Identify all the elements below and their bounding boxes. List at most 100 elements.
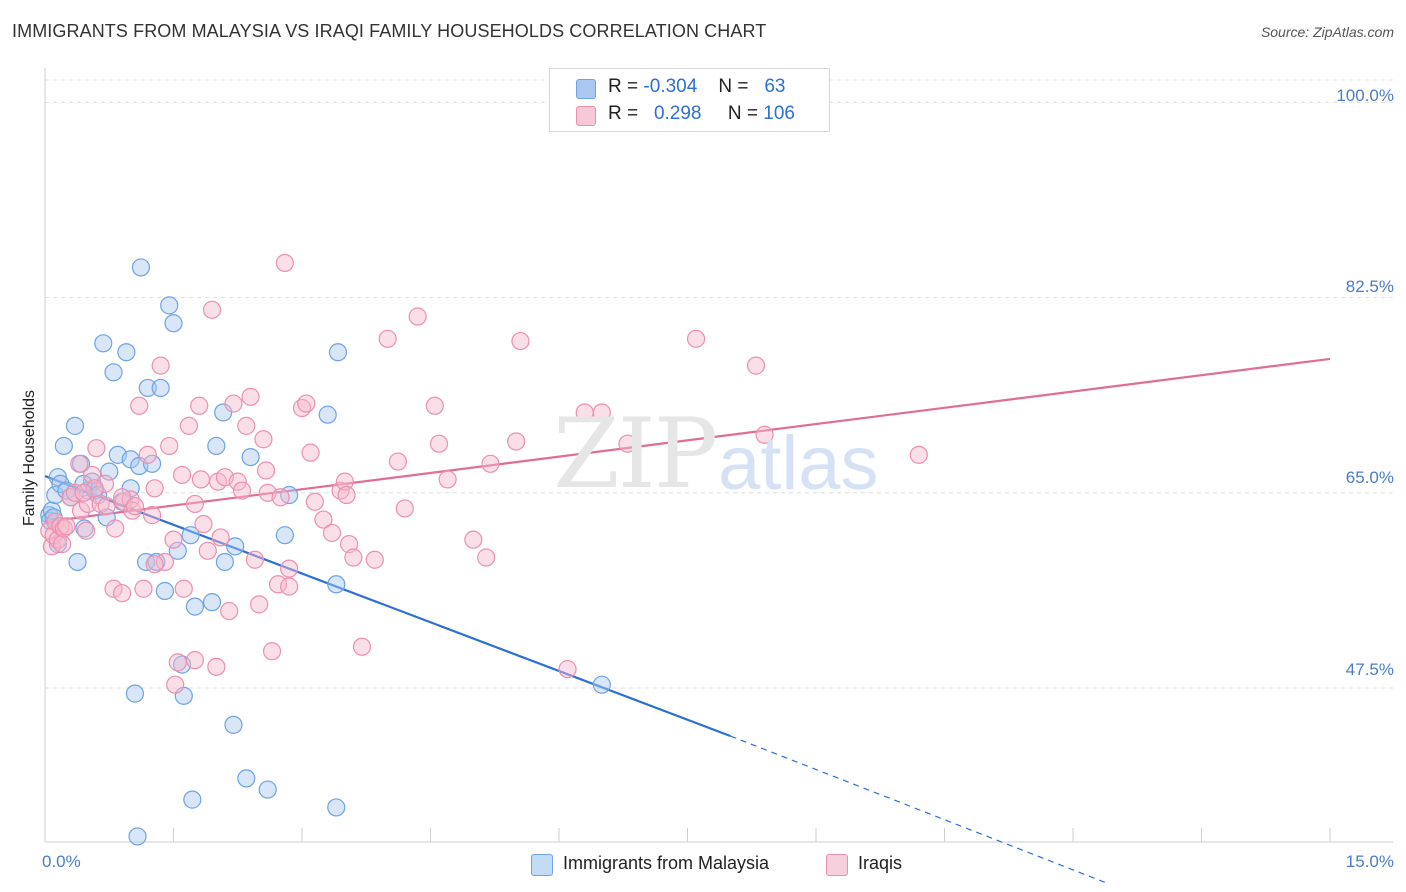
y-tick-label: 100.0% bbox=[1336, 86, 1394, 105]
x-tick-label: 15.0% bbox=[1345, 852, 1394, 871]
data-point bbox=[558, 659, 577, 679]
data-point bbox=[85, 479, 104, 498]
y-tick-label: 47.5% bbox=[1345, 660, 1394, 679]
data-point bbox=[46, 485, 65, 505]
legend-n-label: N = bbox=[718, 76, 749, 97]
data-point bbox=[481, 454, 500, 473]
data-point bbox=[746, 356, 766, 375]
data-point bbox=[280, 577, 299, 596]
data-point bbox=[395, 499, 414, 518]
data-point bbox=[592, 675, 611, 694]
data-point bbox=[42, 501, 61, 520]
data-point bbox=[215, 552, 234, 572]
data-point bbox=[71, 501, 91, 520]
data-point bbox=[207, 436, 226, 456]
data-point bbox=[74, 483, 93, 502]
data-point bbox=[164, 530, 183, 549]
data-point bbox=[112, 488, 132, 507]
data-point bbox=[112, 584, 132, 603]
data-point bbox=[335, 472, 354, 491]
bottom-legend-label: Iraqis bbox=[858, 853, 903, 873]
stats-legend: R = -0.304 N = 63 R = 0.298 N = 106 bbox=[549, 68, 830, 132]
legend-r-value: 0.298 bbox=[653, 103, 702, 124]
data-point bbox=[271, 488, 290, 507]
data-point bbox=[87, 439, 106, 458]
legend-n-value: 106 bbox=[763, 103, 795, 124]
grid-lines bbox=[45, 79, 1393, 689]
data-point bbox=[125, 684, 145, 703]
data-point bbox=[228, 472, 247, 491]
data-point bbox=[181, 526, 200, 545]
legend-r-value: -0.304 bbox=[643, 76, 698, 97]
data-point bbox=[327, 575, 346, 594]
data-point bbox=[220, 601, 239, 621]
data-point bbox=[54, 519, 73, 538]
data-point bbox=[198, 541, 217, 560]
data-point bbox=[365, 550, 384, 569]
data-point bbox=[275, 253, 294, 273]
bottom-legend-swatch-malaysia bbox=[531, 854, 553, 876]
data-point bbox=[297, 394, 316, 413]
data-point bbox=[142, 506, 162, 525]
bottom-legend-swatch-iraqis bbox=[826, 854, 848, 876]
legend-n-value: 63 bbox=[764, 76, 786, 97]
data-point bbox=[160, 296, 179, 315]
data-point bbox=[280, 559, 299, 578]
data-point bbox=[232, 481, 252, 500]
chart-source: Source: ZipAtlas.com bbox=[1260, 24, 1394, 40]
data-point bbox=[172, 465, 192, 485]
x-tick-label: 0.0% bbox=[42, 852, 81, 871]
data-point bbox=[464, 530, 483, 549]
data-point bbox=[258, 780, 277, 799]
data-point bbox=[202, 300, 222, 319]
data-point bbox=[191, 470, 211, 489]
data-point bbox=[507, 432, 526, 451]
data-point bbox=[224, 715, 243, 734]
data-point bbox=[425, 396, 444, 415]
data-point bbox=[378, 329, 397, 348]
legend-r-label: R = bbox=[608, 76, 639, 97]
data-point bbox=[226, 537, 245, 556]
bottom-legend-label: Immigrants from Malaysia bbox=[563, 853, 770, 873]
data-point bbox=[185, 597, 205, 616]
data-point bbox=[214, 403, 233, 422]
data-point bbox=[97, 497, 116, 516]
data-point bbox=[328, 343, 348, 362]
legend-r-label: R = bbox=[608, 103, 639, 124]
data-point bbox=[207, 657, 226, 676]
data-point bbox=[142, 454, 162, 473]
data-point bbox=[237, 416, 256, 435]
data-point bbox=[131, 258, 151, 277]
data-point bbox=[77, 521, 96, 540]
y-axis-label: Family Households bbox=[21, 389, 38, 527]
data-point bbox=[138, 378, 157, 398]
data-point bbox=[95, 474, 115, 493]
watermark-zip: ZIP bbox=[553, 398, 718, 510]
data-point bbox=[211, 528, 230, 547]
data-point bbox=[168, 653, 187, 672]
data-point bbox=[166, 675, 185, 694]
data-point bbox=[318, 405, 337, 424]
data-point bbox=[305, 492, 324, 511]
data-point bbox=[117, 343, 136, 362]
data-points bbox=[40, 253, 928, 846]
data-point bbox=[241, 447, 260, 467]
data-point bbox=[429, 434, 449, 453]
data-point bbox=[241, 387, 260, 406]
trend-line-extension bbox=[730, 735, 1108, 884]
data-point bbox=[145, 479, 164, 498]
axes bbox=[44, 68, 1393, 843]
legend-n-label: N = bbox=[727, 103, 759, 124]
series-iraqis bbox=[40, 253, 928, 694]
series-malaysia bbox=[40, 258, 611, 846]
data-point bbox=[256, 461, 276, 480]
data-point bbox=[262, 642, 282, 661]
data-point bbox=[128, 827, 147, 846]
data-point bbox=[592, 403, 611, 422]
data-point bbox=[78, 494, 97, 514]
data-point bbox=[183, 790, 202, 809]
watermark-atlas: atlas bbox=[718, 421, 879, 506]
data-point bbox=[104, 363, 123, 382]
data-point bbox=[686, 329, 706, 348]
data-point bbox=[179, 416, 199, 435]
